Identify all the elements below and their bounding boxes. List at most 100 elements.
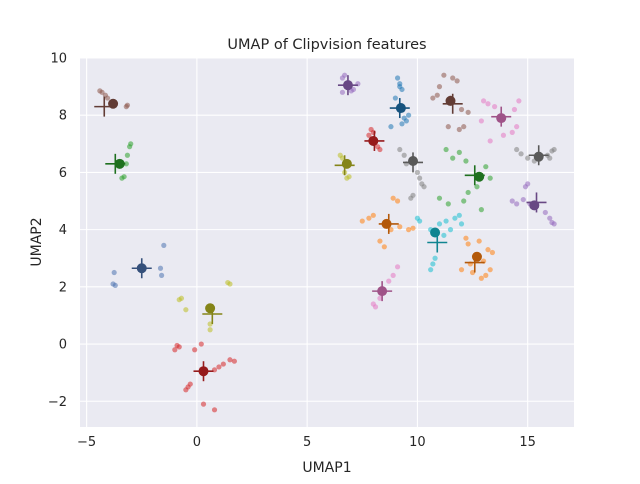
data-point	[158, 272, 165, 278]
data-point	[207, 321, 213, 327]
data-point	[441, 72, 447, 78]
y-tick-label: −2	[48, 395, 67, 410]
data-point	[458, 106, 465, 113]
data-point	[485, 101, 491, 107]
data-point	[377, 295, 383, 301]
data-point	[509, 198, 515, 204]
data-point	[478, 207, 484, 213]
plot-area	[80, 58, 574, 427]
scatter-points	[97, 72, 557, 413]
data-point	[372, 304, 379, 310]
data-point	[518, 151, 524, 157]
y-tick-label: 0	[59, 338, 67, 353]
data-point	[161, 242, 167, 248]
data-point	[227, 357, 233, 363]
data-point	[465, 189, 471, 196]
data-point	[485, 247, 491, 253]
data-point	[417, 218, 423, 224]
data-point	[487, 138, 493, 144]
data-point	[445, 201, 451, 207]
data-point	[441, 232, 447, 238]
data-point	[454, 78, 460, 84]
data-point	[461, 124, 467, 130]
data-point	[458, 267, 465, 273]
data-point	[390, 195, 396, 201]
data-point	[350, 86, 357, 93]
x-tick-label: 0	[193, 435, 201, 450]
data-point	[112, 282, 118, 289]
data-point	[483, 164, 489, 170]
data-point	[388, 124, 394, 130]
data-point	[450, 75, 456, 81]
y-tick-label: 4	[59, 223, 67, 238]
data-point	[487, 267, 493, 273]
centroid-dot	[205, 303, 216, 314]
data-point	[445, 124, 451, 130]
data-point	[474, 184, 480, 190]
data-point	[511, 106, 518, 113]
x-tick-label: −5	[77, 435, 96, 450]
data-point	[522, 184, 529, 190]
data-point	[405, 227, 412, 233]
grid	[80, 57, 574, 427]
data-point	[124, 152, 131, 158]
y-tick-label: 2	[59, 280, 67, 295]
data-point	[551, 221, 557, 227]
data-point	[461, 198, 467, 204]
data-point	[520, 196, 526, 203]
data-point	[428, 267, 434, 273]
data-point	[397, 84, 403, 90]
data-point	[403, 118, 409, 124]
data-point	[476, 238, 482, 244]
data-point	[183, 387, 189, 393]
data-point	[231, 358, 237, 364]
data-point	[443, 218, 449, 224]
data-point	[359, 218, 365, 224]
data-point	[187, 381, 193, 387]
data-point	[456, 149, 462, 155]
data-point	[463, 235, 469, 241]
data-point	[111, 269, 117, 276]
data-point	[489, 249, 496, 256]
data-point	[547, 215, 553, 221]
data-point	[509, 129, 515, 135]
data-point	[200, 401, 207, 407]
data-point	[123, 161, 129, 167]
data-point	[551, 146, 557, 153]
data-point	[394, 198, 401, 204]
data-point	[430, 261, 436, 267]
data-point	[211, 407, 218, 413]
data-point	[436, 84, 443, 90]
y-tick-label: 10	[50, 52, 67, 67]
data-point	[178, 295, 185, 301]
x-tick-labels: −5 0 5 10 15	[77, 435, 536, 450]
data-point	[478, 275, 484, 281]
data-point	[172, 347, 178, 353]
data-point	[121, 174, 127, 180]
data-point	[432, 255, 438, 261]
data-point	[192, 347, 198, 353]
data-point	[478, 118, 484, 124]
data-point	[514, 124, 520, 130]
data-point	[388, 227, 394, 233]
data-point	[207, 327, 213, 333]
data-point	[342, 72, 348, 78]
data-point	[176, 344, 182, 350]
data-point	[198, 341, 204, 347]
data-point	[370, 212, 376, 218]
data-point	[410, 225, 416, 231]
data-point	[414, 169, 421, 176]
data-point	[397, 146, 403, 153]
data-point	[458, 221, 465, 227]
data-point	[450, 155, 456, 161]
data-point	[399, 121, 405, 127]
data-point	[390, 272, 396, 278]
y-tick-label: 6	[59, 166, 67, 181]
data-point	[408, 195, 414, 201]
data-point	[377, 146, 383, 153]
data-point	[547, 155, 553, 161]
data-point	[392, 95, 398, 101]
data-point	[480, 98, 487, 104]
x-tick-label: 15	[519, 435, 536, 450]
data-point	[339, 155, 346, 161]
